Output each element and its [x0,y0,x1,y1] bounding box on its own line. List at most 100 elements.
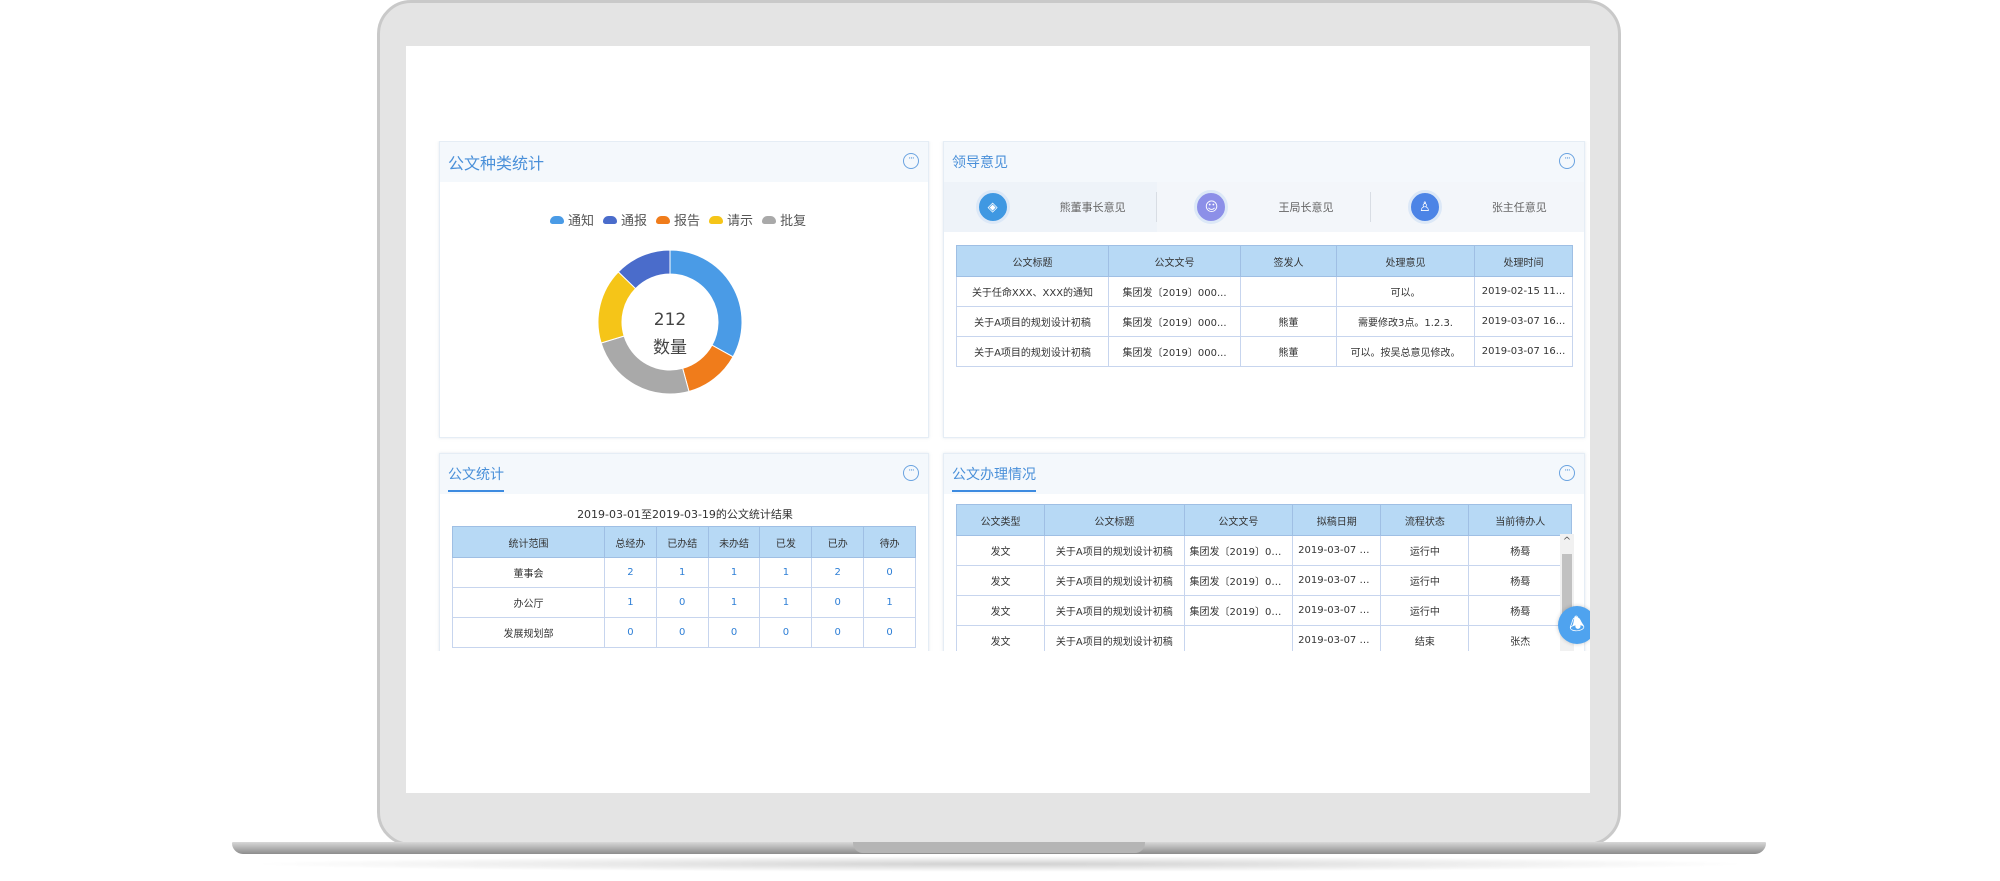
tab-chairman-xiong[interactable]: ◈ 熊董事长意见 [944,182,1158,232]
cell-count-link[interactable]: 0 [759,617,813,648]
table-row[interactable]: 发文 关于A项目的规划设计初稿 集团发〔2019〕00... 2019-03-0… [955,595,1572,626]
cell-title: 关于任命XXX、XXX的通知 [956,276,1109,307]
cell-count-link[interactable]: 1 [707,557,761,588]
cell-count-link[interactable]: 1 [604,587,657,618]
legend-item[interactable]: 批复 [762,210,806,229]
column-header[interactable]: 公文类型 [955,504,1046,536]
more-options-icon[interactable]: ··· [903,465,919,481]
cell-assignee: 杨蓦 [1468,535,1572,566]
column-header[interactable]: 拟稿日期 [1292,504,1382,536]
column-header[interactable]: 公文标题 [1044,504,1185,536]
cell-count-link[interactable]: 2 [604,557,657,588]
cell-type: 发文 [955,595,1046,626]
column-header[interactable]: 公文文号 [1183,504,1294,536]
table-row[interactable]: 发文 关于A项目的规划设计初稿 2019-03-07 1... 结束 张杰 [955,625,1572,651]
dashboard: 公文种类统计 ··· 通知 通报 报告 请示 批复 212 数量 领导意见 ··· ◈ … [431,141,1590,651]
total-value: 212 [653,310,687,330]
cell-count-link[interactable]: 0 [863,617,916,648]
legend-swatch [550,215,564,224]
table-header-row: 统计范围 总经办 已办结 未办结 已发 已办 待办 [452,526,916,558]
legend-label: 报告 [674,214,701,229]
column-header[interactable]: 当前待办人 [1468,504,1572,536]
cell-signer: 熊董 [1240,306,1337,337]
cell-date: 2019-03-07 1... [1292,535,1382,566]
tab-director-zhang[interactable]: ♙ 张主任意见 [1371,182,1584,232]
cell-count-link[interactable]: 2 [811,557,865,588]
legend-item[interactable]: 通报 [603,210,647,229]
column-header: 已办 [811,526,865,558]
donut-slice-通报[interactable] [617,249,671,290]
cell-count-link[interactable]: 0 [707,617,761,648]
cell-date: 2019-03-07 1... [1292,595,1382,626]
cell-count-link[interactable]: 0 [863,557,916,588]
laptop-shadow [245,856,1755,872]
table-header-row: 公文标题 公文文号 签发人 处理意见 处理时间 [956,245,1573,277]
table-row: 办公厅 1 0 1 1 0 1 [452,587,916,618]
cell-title: 关于A项目的规划设计初稿 [1044,595,1185,626]
more-options-icon[interactable]: ··· [1559,153,1575,169]
cell-status: 运行中 [1380,535,1470,566]
table-row[interactable]: 关于A项目的规划设计初稿 集团发〔2019〕000... 熊董 需要修改3点。1… [956,306,1573,337]
stats-table: 统计范围 总经办 已办结 未办结 已发 已办 待办 董事会 2 1 1 1 2 [452,526,916,648]
cell-title: 关于A项目的规划设计初稿 [956,306,1109,337]
column-header[interactable]: 公文标题 [956,245,1109,277]
table-row[interactable]: 发文 关于A项目的规划设计初稿 集团发〔2019〕00... 2019-03-0… [955,565,1572,596]
cell-count-link[interactable]: 0 [811,617,865,648]
cell-count-link[interactable]: 1 [863,587,916,618]
cell-signer: 熊董 [1240,336,1337,367]
column-header: 总经办 [604,526,657,558]
column-header[interactable]: 处理时间 [1474,245,1573,277]
bell-icon[interactable]: 🕭 [1558,606,1590,644]
cell-count-link[interactable]: 1 [655,557,709,588]
legend-label: 请示 [727,214,754,229]
cell-status: 运行中 [1380,595,1470,626]
user-group-icon: ☺ [1194,190,1229,224]
cell-scope: 办公厅 [452,587,605,618]
table-row[interactable]: 关于任命XXX、XXX的通知 集团发〔2019〕000... 可以。 2019-… [956,276,1573,307]
cell-opinion: 可以。 [1336,276,1475,307]
cell-opinion: 需要修改3点。1.2.3. [1336,306,1475,337]
cell-title: 关于A项目的规划设计初稿 [956,336,1109,367]
legend-swatch [603,215,618,224]
leader-opinions-panel: 领导意见 ··· ◈ 熊董事长意见 ☺ 王局长意见 ♙ 张主任意见 [943,141,1585,438]
cell-doc-no: 集团发〔2019〕00... [1183,565,1294,596]
table-row: 董事会 2 1 1 1 2 0 [452,557,916,588]
tab-label: 王局长意见 [1278,201,1334,214]
stamp-icon: ♙ [1407,190,1442,224]
scroll-up-icon[interactable]: ^ [1562,536,1572,547]
legend-label: 通知 [568,214,595,229]
cell-count-link[interactable]: 1 [707,587,761,618]
doc-stats-panel: 公文统计 ··· 2019-03-01至2019-03-19的公文统计结果 统计… [439,453,929,651]
cell-status: 运行中 [1380,565,1470,596]
opinion-tabs: ◈ 熊董事长意见 ☺ 王局长意见 ♙ 张主任意见 [944,182,1584,232]
cell-count-link[interactable]: 0 [655,587,709,618]
more-options-icon[interactable]: ··· [1559,465,1575,481]
cell-count-link[interactable]: 1 [759,557,813,588]
cell-count-link[interactable]: 0 [655,617,709,648]
column-header[interactable]: 流程状态 [1380,504,1470,536]
table-row[interactable]: 关于A项目的规划设计初稿 集团发〔2019〕000... 熊董 可以。按吴总意见… [956,336,1573,367]
doc-processing-panel: 公文办理情况 ··· 公文类型 公文标题 公文文号 拟稿日期 流程状态 当前待办… [943,453,1585,651]
table-row[interactable]: 发文 关于A项目的规划设计初稿 集团发〔2019〕00... 2019-03-0… [955,535,1572,566]
panel-header: 公文种类统计 ··· [440,142,928,182]
legend-item[interactable]: 报告 [656,210,700,229]
legend-item[interactable]: 请示 [709,210,753,229]
column-header[interactable]: 处理意见 [1336,245,1475,277]
tab-director-wang[interactable]: ☺ 王局长意见 [1157,182,1371,232]
cell-count-link[interactable]: 1 [759,587,813,618]
cell-count-link[interactable]: 0 [604,617,657,648]
table-header-row: 公文类型 公文标题 公文文号 拟稿日期 流程状态 当前待办人 [955,504,1572,536]
cell-title: 关于A项目的规划设计初稿 [1044,535,1185,566]
scroll-thumb[interactable] [1562,554,1572,614]
cell-signer [1240,276,1337,307]
panel-title: 领导意见 [952,155,1008,171]
column-header[interactable]: 公文文号 [1108,245,1241,277]
cell-count-link[interactable]: 0 [811,587,865,618]
legend-item[interactable]: 通知 [550,210,594,229]
legend-swatch [656,215,671,224]
more-options-icon[interactable]: ··· [903,153,919,169]
processing-table: 公文类型 公文标题 公文文号 拟稿日期 流程状态 当前待办人 发文 关于A项目的… [955,504,1572,651]
column-header[interactable]: 签发人 [1240,245,1337,277]
cell-doc-no [1183,625,1294,651]
cell-assignee: 杨蓦 [1468,565,1572,596]
